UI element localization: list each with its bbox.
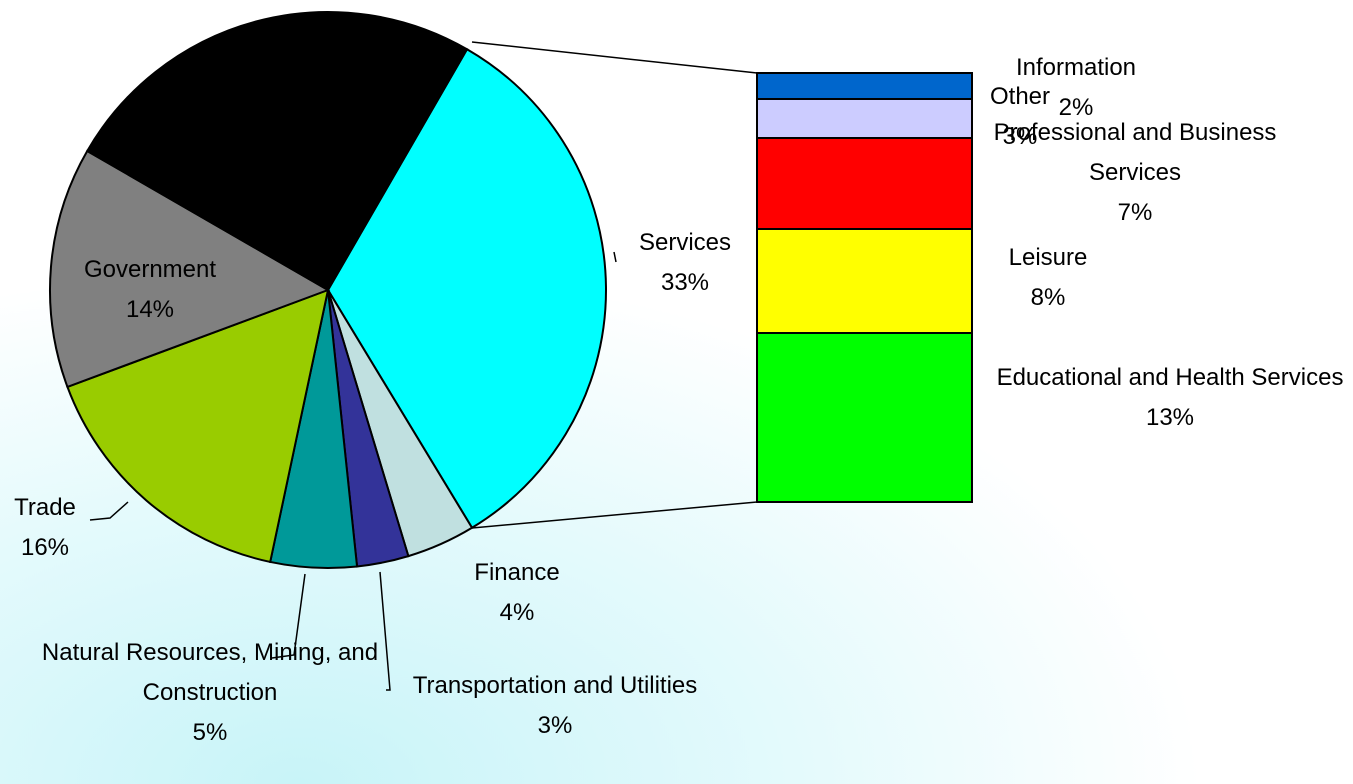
bar-segment bbox=[756, 228, 973, 334]
category-label: Government bbox=[83, 256, 217, 283]
value-label: 8% bbox=[1030, 284, 1066, 311]
value-label: 2% bbox=[1058, 94, 1094, 121]
value-label: 33% bbox=[660, 269, 710, 296]
pie-slice bbox=[49, 149, 331, 389]
category-label: Professional and Business Services bbox=[993, 119, 1277, 186]
category-label: Leisure bbox=[1008, 244, 1088, 271]
value-label: 4% bbox=[499, 599, 535, 626]
data-label: Government 14% bbox=[50, 250, 250, 330]
leaders bbox=[89, 41, 758, 691]
value-label: 5% bbox=[192, 719, 228, 746]
value-label: 16% bbox=[20, 534, 70, 561]
value-label: 14% bbox=[125, 296, 175, 323]
data-label: Other 3% bbox=[975, 77, 1065, 157]
bar-segment bbox=[756, 332, 973, 503]
value-label: 13% bbox=[1145, 404, 1195, 431]
category-label: Transportation and Utilities bbox=[412, 672, 698, 699]
leader-line bbox=[379, 571, 391, 691]
category-label: Natural Resources, Mining, and Construct… bbox=[41, 639, 379, 706]
data-label: Leisure 8% bbox=[978, 238, 1118, 318]
bar-segment bbox=[756, 137, 973, 230]
leader-line bbox=[89, 501, 129, 521]
data-label: Educational and Health Services 13% bbox=[980, 358, 1353, 438]
leader-line bbox=[271, 573, 306, 659]
category-label: Other bbox=[989, 83, 1051, 110]
data-label: Finance 4% bbox=[437, 553, 597, 633]
pie-slice bbox=[85, 11, 469, 292]
value-label: 7% bbox=[1117, 199, 1153, 226]
category-label: Trade bbox=[14, 494, 76, 521]
category-label: Services bbox=[638, 229, 732, 256]
data-label: Trade 16% bbox=[0, 488, 105, 568]
data-label: Professional and Business Services 7% bbox=[980, 113, 1290, 233]
leader-line bbox=[613, 251, 617, 263]
category-label: Information bbox=[1015, 54, 1137, 81]
data-label: Information 2% bbox=[976, 48, 1176, 128]
data-label: Transportation and Utilities 3% bbox=[395, 666, 715, 746]
value-label: 3% bbox=[1002, 123, 1038, 150]
connector-line bbox=[471, 501, 758, 529]
data-label: Natural Resources, Mining, and Construct… bbox=[35, 633, 385, 753]
category-label: Educational and Health Services bbox=[996, 364, 1344, 391]
marks bbox=[49, 11, 973, 569]
pie-slice bbox=[66, 288, 330, 564]
data-label: Services 33% bbox=[615, 223, 755, 303]
category-label: Finance bbox=[474, 559, 560, 586]
bar-segment bbox=[756, 72, 973, 100]
value-label: 3% bbox=[537, 712, 573, 739]
connector-line bbox=[471, 41, 758, 74]
bar-segment bbox=[756, 98, 973, 139]
pie-slice bbox=[326, 47, 607, 530]
